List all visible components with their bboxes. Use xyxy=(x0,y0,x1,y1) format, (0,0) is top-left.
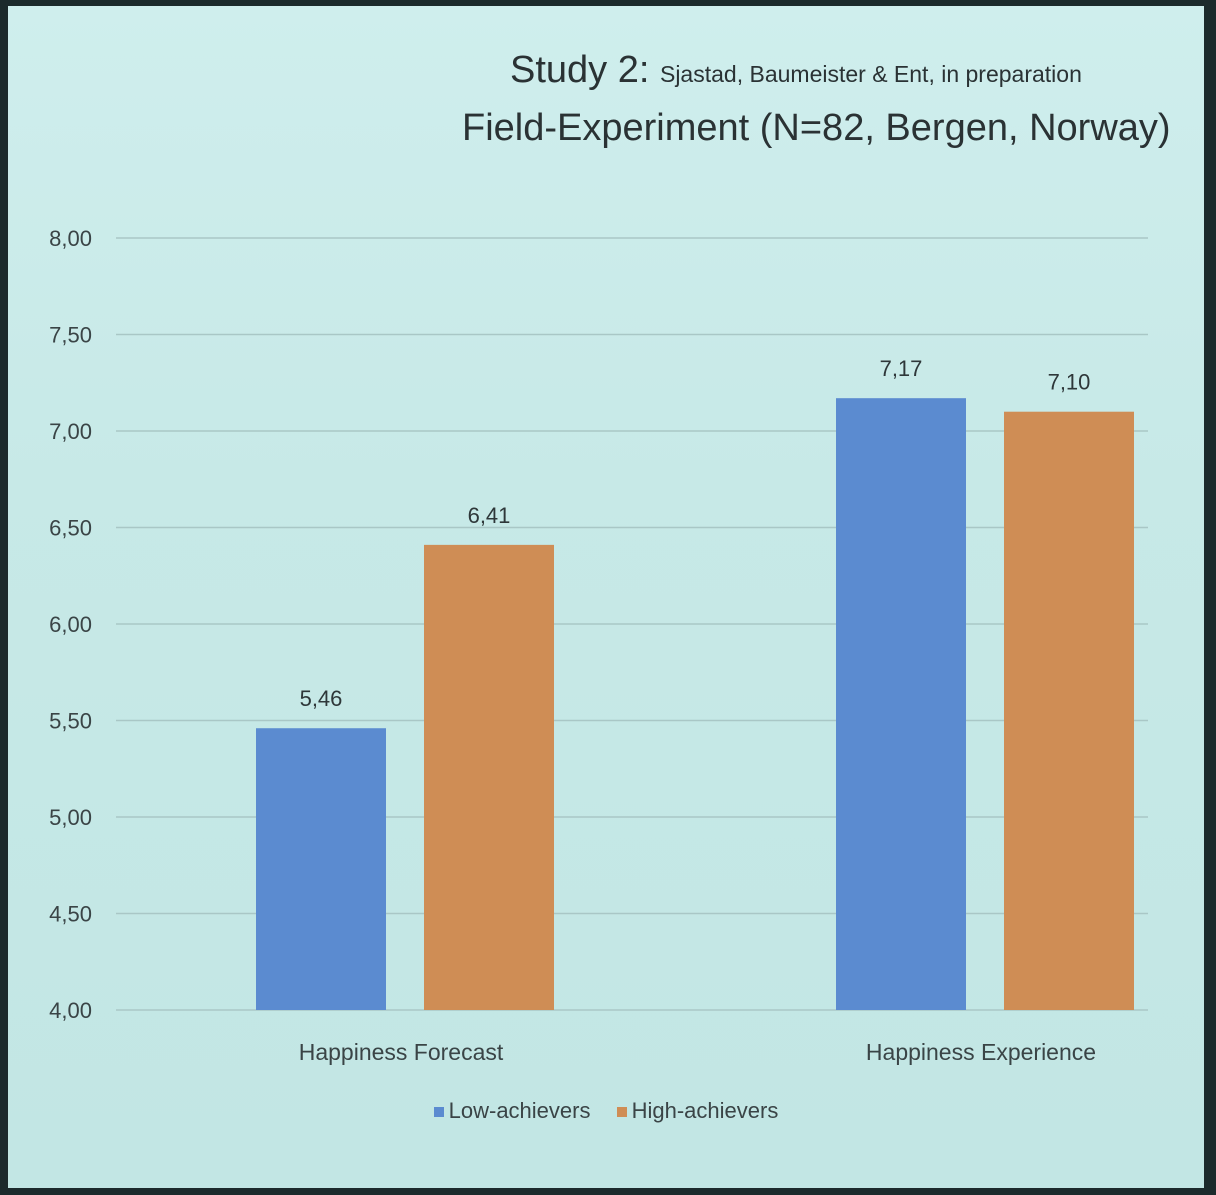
chart-subtitle-2: Field-Experiment (N=82, Bergen, Norway) xyxy=(462,107,1171,149)
y-tick-label: 7,00 xyxy=(49,419,92,444)
title-block: Study 2: Sjastad, Baumeister & Ent, in p… xyxy=(448,46,1171,152)
bar-chart: 4,00 4,50 5,00 5,50 6,00 6,50 7,00 7,50 8,00 5,46… xyxy=(49,226,1148,1065)
data-label: 7,17 xyxy=(880,356,923,381)
legend-label-high: High-achievers xyxy=(631,1098,779,1123)
category-label: Happiness Experience xyxy=(866,1039,1096,1065)
chart-title: Study 2: xyxy=(510,49,650,91)
y-tick-label: 6,50 xyxy=(49,516,92,541)
data-label: 7,10 xyxy=(1048,370,1091,395)
legend-swatch-high xyxy=(616,1107,627,1118)
y-tick-label: 5,00 xyxy=(49,805,92,830)
legend-item-low: Low-achievers xyxy=(433,1098,591,1124)
bar xyxy=(424,544,554,1010)
y-tick-label: 5,50 xyxy=(49,709,92,734)
y-tick-label: 7,50 xyxy=(49,323,92,348)
data-label: 6,41 xyxy=(468,503,511,528)
legend: Low-achievers High-achievers xyxy=(8,1098,1204,1124)
category-label: Happiness Forecast xyxy=(299,1039,504,1065)
y-tick-label: 4,00 xyxy=(49,998,92,1023)
chart-subtitle: Sjastad, Baumeister & Ent, in preparatio… xyxy=(659,61,1082,87)
legend-label-low: Low-achievers xyxy=(448,1098,591,1123)
legend-swatch-low xyxy=(433,1107,444,1118)
legend-item-high: High-achievers xyxy=(616,1098,779,1124)
data-label: 5,46 xyxy=(300,686,343,711)
y-tick-label: 8,00 xyxy=(49,226,92,251)
bar xyxy=(836,398,966,1010)
bar xyxy=(1004,411,1134,1010)
y-tick-label: 4,50 xyxy=(49,902,92,927)
y-tick-label: 6,00 xyxy=(49,612,92,637)
slide: Study 2: Sjastad, Baumeister & Ent, in p… xyxy=(8,6,1204,1188)
bar xyxy=(256,728,386,1010)
